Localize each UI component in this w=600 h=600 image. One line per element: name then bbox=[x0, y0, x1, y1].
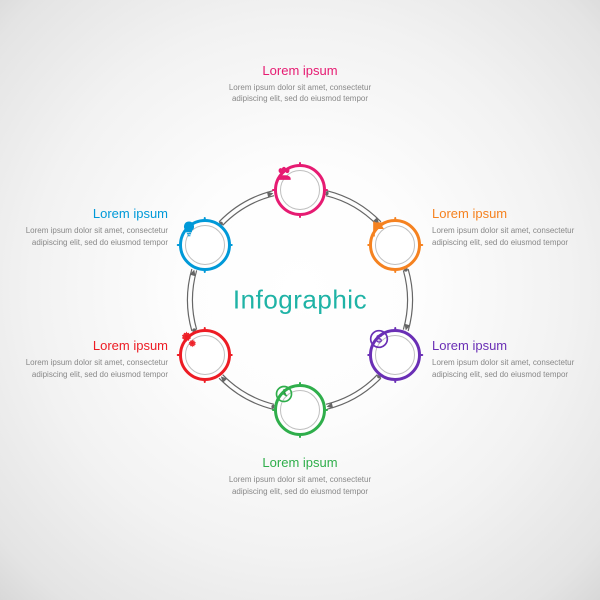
node-dollar: $ bbox=[369, 329, 421, 381]
caption-title: Lorem ipsum bbox=[225, 455, 375, 470]
connector-arc bbox=[408, 269, 412, 331]
node-clock bbox=[274, 384, 326, 436]
bulb-icon bbox=[179, 219, 199, 239]
flag-icon bbox=[369, 219, 389, 239]
center-title: Infographic bbox=[233, 285, 367, 316]
people-icon bbox=[274, 164, 294, 184]
caption-flag: Lorem ipsum Lorem ipsum dolor sit amet, c… bbox=[432, 206, 582, 248]
node-inner: $ bbox=[375, 335, 415, 375]
caption-body: Lorem ipsum dolor sit amet, consectetur … bbox=[225, 474, 375, 497]
gears-icon bbox=[179, 329, 199, 349]
node-bulb bbox=[179, 219, 231, 271]
node-inner bbox=[280, 390, 320, 430]
caption-people: Lorem ipsum Lorem ipsum dolor sit amet, c… bbox=[225, 63, 375, 105]
svg-text:$: $ bbox=[376, 333, 382, 345]
node-inner bbox=[185, 225, 225, 265]
caption-title: Lorem ipsum bbox=[225, 63, 375, 78]
node-people bbox=[274, 164, 326, 216]
caption-dollar: Lorem ipsum Lorem ipsum dolor sit amet, c… bbox=[432, 338, 582, 380]
caption-body: Lorem ipsum dolor sit amet, consectetur … bbox=[432, 357, 582, 380]
caption-bulb: Lorem ipsum Lorem ipsum dolor sit amet, c… bbox=[18, 206, 168, 248]
node-flag bbox=[369, 219, 421, 271]
connector-arc bbox=[188, 269, 192, 331]
connector-arc bbox=[192, 270, 196, 329]
caption-clock: Lorem ipsum Lorem ipsum dolor sit amet, c… bbox=[225, 455, 375, 497]
connector-arrowhead bbox=[221, 376, 227, 382]
node-inner bbox=[185, 335, 225, 375]
clock-icon bbox=[274, 384, 294, 404]
connector-arc bbox=[403, 270, 407, 329]
caption-body: Lorem ipsum dolor sit amet, consectetur … bbox=[432, 225, 582, 248]
node-inner bbox=[280, 170, 320, 210]
caption-body: Lorem ipsum dolor sit amet, consectetur … bbox=[225, 82, 375, 105]
caption-body: Lorem ipsum dolor sit amet, consectetur … bbox=[18, 225, 168, 248]
caption-title: Lorem ipsum bbox=[18, 338, 168, 353]
caption-gears: Lorem ipsum Lorem ipsum dolor sit amet, c… bbox=[18, 338, 168, 380]
node-gears bbox=[179, 329, 231, 381]
dollar-icon: $ bbox=[369, 329, 389, 349]
caption-title: Lorem ipsum bbox=[18, 206, 168, 221]
caption-body: Lorem ipsum dolor sit amet, consectetur … bbox=[18, 357, 168, 380]
node-inner bbox=[375, 225, 415, 265]
caption-title: Lorem ipsum bbox=[432, 206, 582, 221]
caption-title: Lorem ipsum bbox=[432, 338, 582, 353]
